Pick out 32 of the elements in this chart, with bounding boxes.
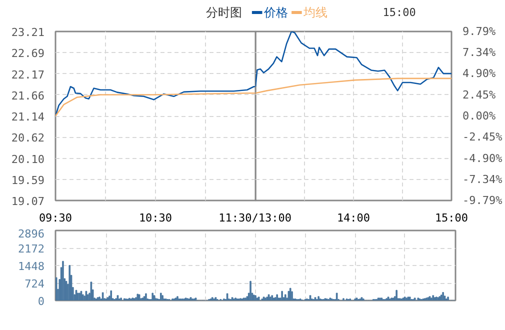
text: 15:00	[382, 6, 416, 19]
y-tick-label: 23.21	[11, 26, 45, 39]
y2-tick-label: -9.79%	[462, 194, 503, 207]
chart-title: 分时图	[206, 6, 242, 20]
x-tick-label: 15:00	[434, 212, 468, 224]
y-tick-label: 22.69	[11, 47, 45, 60]
legend-label: 均线	[302, 6, 328, 20]
y-tick-label: 1448	[18, 260, 45, 273]
x-tick-label: 11:30/13:00	[218, 212, 292, 224]
y2-tick-label: -4.90%	[462, 152, 503, 165]
y2-tick-label: 9.79%	[462, 25, 496, 38]
y2-tick-label: 2.45%	[462, 88, 496, 102]
y-tick-label: 20.10	[11, 152, 45, 166]
y-tick-label: 2172	[18, 242, 45, 256]
y-tick-label: 724	[24, 278, 45, 290]
y-tick-label: 20.62	[11, 132, 45, 145]
y2-tick-label: -7.34%	[462, 172, 503, 186]
y2-tick-label: 4.90%	[462, 67, 496, 80]
y-tick-label: 0	[38, 295, 44, 308]
y2-tick-label: -2.45%	[462, 130, 503, 144]
x-tick-label: 10:30	[138, 212, 172, 224]
y-tick-label: 21.66	[11, 89, 45, 102]
y2-tick-label: 0.00%	[462, 110, 496, 122]
y-tick-label: 2896	[18, 228, 45, 240]
y2-tick-label: 7.34%	[462, 46, 496, 60]
y-tick-label: 22.17	[11, 68, 45, 82]
y-tick-label: 19.07	[11, 195, 45, 208]
x-tick-label: 14:00	[336, 212, 370, 224]
y-tick-label: 19.59	[11, 174, 45, 187]
legend-label: 价格	[262, 6, 288, 20]
x-tick-label: 09:30	[38, 212, 72, 224]
y-tick-label: 21.14	[11, 110, 45, 124]
